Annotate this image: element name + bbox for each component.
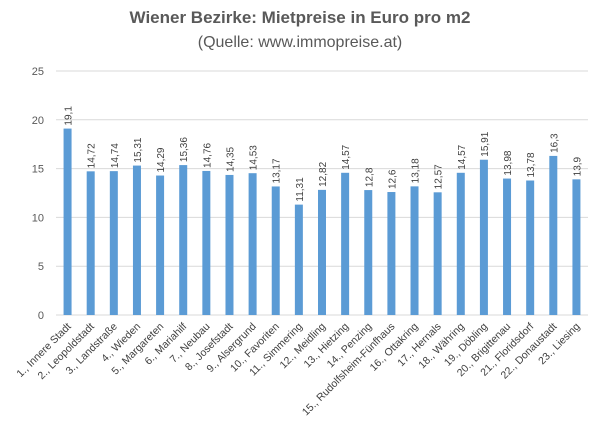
bars bbox=[63, 128, 581, 315]
bar bbox=[364, 190, 373, 315]
bar bbox=[318, 189, 326, 315]
bar bbox=[387, 192, 396, 315]
bar bbox=[248, 173, 257, 315]
data-label: 14,53 bbox=[249, 145, 260, 170]
bar bbox=[410, 186, 419, 315]
data-label: 14,35 bbox=[225, 146, 236, 171]
data-label: 12,57 bbox=[434, 164, 445, 189]
data-label: 14,72 bbox=[87, 143, 98, 168]
data-label: 14,57 bbox=[341, 144, 352, 169]
y-tick-label: 25 bbox=[32, 66, 44, 78]
y-axis-ticks: 0 5 10 15 20 25 bbox=[32, 66, 44, 322]
data-label: 12,82 bbox=[318, 161, 329, 186]
bar bbox=[225, 174, 234, 315]
y-tick-label: 20 bbox=[32, 115, 44, 127]
data-label: 16,3 bbox=[549, 133, 560, 153]
data-label: 13,18 bbox=[411, 158, 422, 183]
data-label: 15,31 bbox=[133, 137, 144, 162]
bar bbox=[526, 180, 535, 315]
bar bbox=[503, 178, 512, 315]
y-tick-label: 10 bbox=[32, 212, 44, 224]
bar bbox=[156, 175, 165, 315]
data-label: 13,17 bbox=[272, 158, 283, 183]
bar bbox=[86, 171, 95, 315]
bar bbox=[479, 159, 488, 315]
y-tick-label: 5 bbox=[38, 261, 44, 273]
data-label: 15,36 bbox=[179, 137, 190, 162]
y-tick-label: 0 bbox=[38, 310, 44, 322]
bar bbox=[202, 170, 211, 315]
chart-title: Wiener Bezirke: Mietpreise in Euro pro m… bbox=[129, 8, 471, 27]
data-label: 13,9 bbox=[572, 156, 583, 176]
bar bbox=[456, 172, 465, 315]
data-label: 19,1 bbox=[64, 106, 75, 126]
data-label: 12,6 bbox=[387, 169, 398, 189]
data-label: 12,8 bbox=[364, 167, 375, 187]
y-tick-label: 15 bbox=[32, 164, 44, 176]
data-label: 13,98 bbox=[503, 150, 514, 175]
bar bbox=[549, 155, 558, 315]
data-label: 13,78 bbox=[526, 152, 537, 177]
data-label: 14,76 bbox=[202, 142, 213, 167]
bar bbox=[179, 165, 188, 315]
bar bbox=[572, 179, 581, 315]
chart-subtitle: (Quelle: www.immopreise.at) bbox=[197, 34, 403, 51]
bar bbox=[132, 165, 141, 315]
data-label: 14,74 bbox=[110, 143, 121, 168]
data-label: 11,31 bbox=[295, 177, 306, 202]
bar bbox=[109, 171, 118, 315]
data-label: 14,57 bbox=[457, 144, 468, 169]
data-label: 14,29 bbox=[156, 147, 167, 172]
bar bbox=[271, 186, 280, 315]
bar bbox=[433, 192, 442, 315]
data-label: 15,91 bbox=[480, 131, 491, 156]
bar bbox=[63, 128, 72, 315]
data-labels: 19,1 14,72 14,74 15,31 14,29 15,36 14,76 14,35 1… bbox=[64, 106, 584, 202]
bar bbox=[294, 204, 303, 315]
bar bbox=[341, 172, 350, 315]
